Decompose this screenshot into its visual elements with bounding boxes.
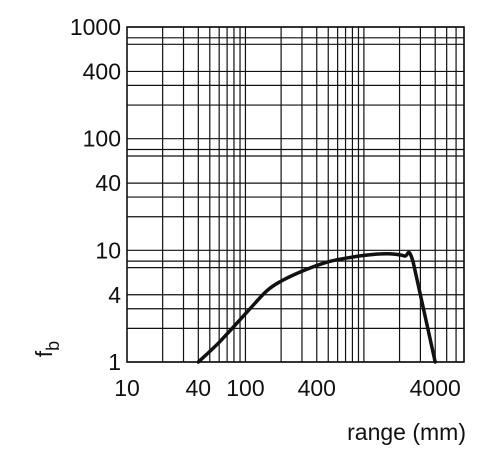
x-tick-label: 100 [226,375,264,401]
x-tick-labels: 10 40 100 400 4000 [114,375,461,401]
y-axis-label: fb [31,341,63,357]
x-tick-label: 400 [298,375,336,401]
series-line [196,250,437,364]
x-axis-label: range (mm) [347,419,466,445]
y-tick-label: 1 [108,349,121,375]
x-tick-label: 10 [114,375,140,401]
y-tick-label: 40 [95,170,121,196]
y-tick-label: 4 [108,282,121,308]
y-tick-label: 10 [95,237,121,263]
y-tick-labels: 1 4 10 40 100 400 1000 [70,14,121,375]
x-tick-label: 4000 [410,375,461,401]
x-tick-label: 40 [186,375,212,401]
y-axis-label-main: f [31,350,57,357]
grid [127,26,465,363]
y-tick-label: 1000 [70,14,121,40]
y-tick-label: 100 [83,126,121,152]
y-tick-label: 400 [83,58,121,84]
y-axis-label-subscript: b [43,341,63,351]
svg-text:fb: fb [31,341,63,357]
plot-frame [126,26,465,363]
